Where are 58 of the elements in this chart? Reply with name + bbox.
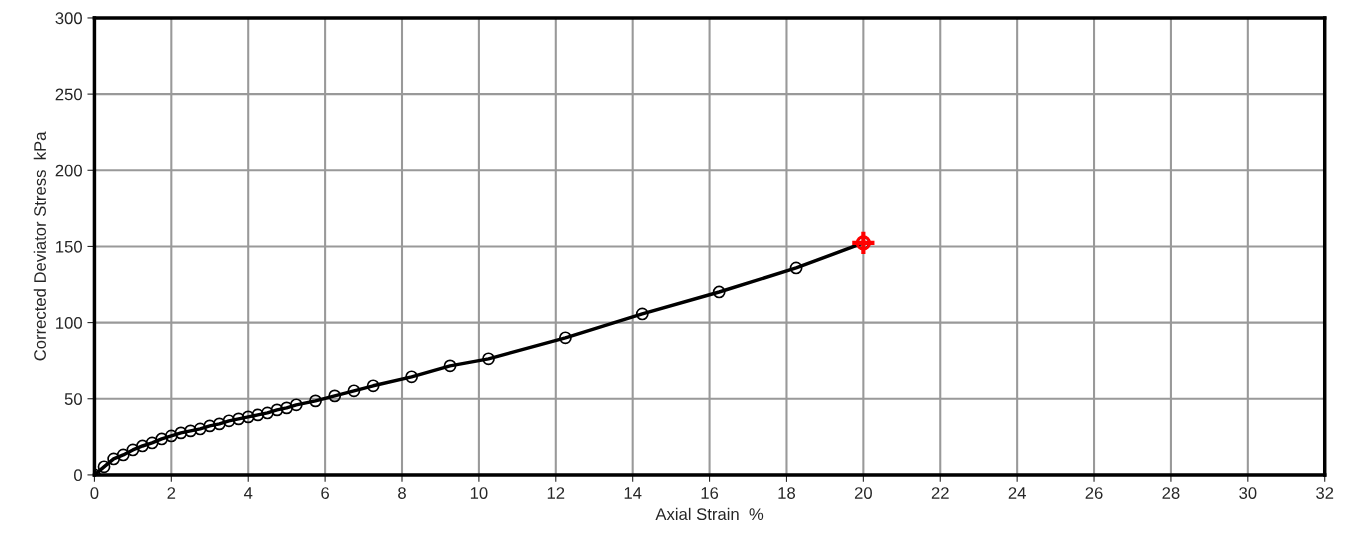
x-tick-label: 12 [547,487,565,499]
point [136,439,149,453]
point [261,406,274,420]
point [309,394,322,408]
x-tick-label: 30 [1239,487,1257,499]
point [212,417,226,431]
x-tick-label: 8 [398,487,406,499]
x-tick-label: 28 [1162,487,1180,499]
x-tick-label: 2 [167,487,176,499]
x-tick-label: 24 [1008,487,1026,499]
point [328,389,342,403]
x-tick-label: 6 [321,487,330,499]
y-tick-label: 0 [74,469,82,482]
point [280,401,294,415]
point [184,424,197,438]
point [366,379,380,393]
x-tick-label: 22 [931,487,949,499]
x-tick-label: 14 [624,487,642,499]
x-tick-label: 32 [1316,487,1334,499]
x-tick-label: 26 [1085,487,1103,499]
y-tick-label: 250 [55,88,82,101]
point [155,432,169,446]
x-axis-title: Axial Strain % [655,507,764,521]
point [241,410,255,424]
y-tick-label: 200 [55,164,82,177]
point [635,307,649,321]
point [116,448,130,462]
point [164,429,178,443]
y-tick-label: 300 [55,12,82,25]
point [559,331,572,345]
x-tick-label: 0 [90,487,99,499]
point [270,403,284,417]
point [222,414,236,428]
x-tick-label: 10 [470,487,488,499]
point [193,422,207,436]
point [174,426,188,440]
point [203,419,217,433]
point [145,436,159,450]
x-tick-label: 4 [243,487,253,499]
point [97,460,111,474]
y-tick-label: 100 [56,316,82,329]
x-tick-label: 20 [854,487,872,499]
y-tick-label: 50 [64,393,82,405]
point [712,285,726,299]
point [232,412,245,426]
point [126,443,140,457]
point [405,370,419,384]
y-tick-label: 150 [56,240,82,253]
point [289,398,303,412]
x-tick-label: 18 [778,487,796,499]
point [789,261,803,275]
point [107,452,121,466]
point [347,384,361,398]
point [251,408,265,422]
point [443,359,457,373]
x-tick-label: 16 [701,487,719,499]
y-axis-title: Corrected Deviator Stress kPa [33,131,46,361]
point [482,352,495,366]
